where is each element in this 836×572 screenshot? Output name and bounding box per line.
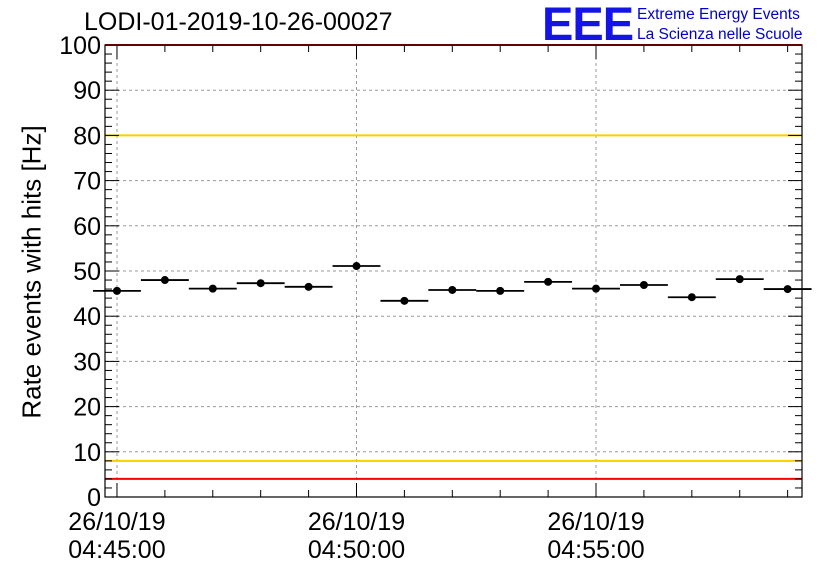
data-point-marker [783, 285, 792, 294]
data-point-marker [687, 293, 696, 302]
y-tick-label: 100 [59, 32, 101, 60]
data-point-marker [256, 279, 265, 288]
data-point-marker [735, 275, 744, 284]
data-point-marker [160, 276, 169, 285]
y-tick-label: 50 [73, 258, 101, 286]
data-point-marker [304, 282, 313, 291]
reference-lines [105, 44, 802, 480]
x-tick-time-label: 04:55:00 [547, 536, 644, 564]
data-point-marker [400, 296, 409, 305]
y-tick-label: 20 [73, 394, 101, 422]
y-tick-label: 30 [73, 348, 101, 376]
data-points [93, 262, 812, 305]
y-tick-label: 10 [73, 439, 101, 467]
x-tick-time-label: 04:50:00 [308, 536, 405, 564]
data-point-marker [639, 281, 648, 290]
data-point-marker [208, 284, 217, 293]
data-point-marker [592, 284, 601, 293]
eee-logo-mark: EEE [542, 0, 634, 50]
y-tick-label: 0 [87, 484, 101, 512]
tick-labels: 010203040506070809010026/10/1904:45:0026… [59, 32, 644, 564]
data-point-marker [112, 286, 121, 295]
y-tick-label: 40 [73, 303, 101, 331]
y-tick-label: 90 [73, 77, 101, 105]
y-tick-label: 80 [73, 122, 101, 150]
x-tick-time-label: 04:45:00 [68, 536, 165, 564]
data-point-marker [448, 285, 457, 294]
data-point-marker [352, 262, 361, 271]
logo-line-1: Extreme Energy Events [637, 6, 800, 23]
x-tick-date-label: 26/10/19 [308, 508, 405, 536]
data-point-marker [544, 277, 553, 286]
x-tick-date-label: 26/10/19 [547, 508, 644, 536]
y-tick-label: 60 [73, 213, 101, 241]
axis-ticks [105, 44, 802, 498]
y-tick-label: 70 [73, 168, 101, 196]
logo-line-2: La Scienza nelle Scuole [637, 26, 803, 43]
grid-lines [105, 45, 802, 497]
y-axis-label: Rate events with hits [Hz] [16, 125, 47, 419]
data-point-marker [496, 286, 505, 295]
chart-title: LODI-01-2019-10-26-00027 [84, 8, 393, 36]
x-tick-date-label: 26/10/19 [68, 508, 165, 536]
